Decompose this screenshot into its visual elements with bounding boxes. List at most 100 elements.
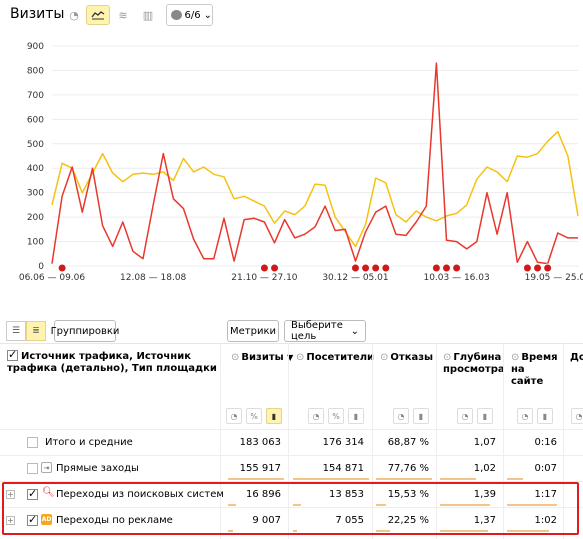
pie-chart-icon[interactable]: ◔ — [457, 408, 473, 424]
series-line-0 — [51, 130, 579, 248]
pie-chart-icon[interactable]: ◔ — [517, 408, 533, 424]
bounce-bar — [376, 530, 390, 532]
annotation-marker — [452, 263, 462, 273]
ad-icon: AD — [41, 514, 52, 525]
col-visits[interactable]: ⊙ Визиты ▼ — [231, 352, 294, 363]
bounce-view-options: ◔ ▮ — [393, 408, 429, 424]
more-view-options: ◔ — [571, 408, 583, 424]
table-row[interactable]: ⇥ Прямые заходы 155 917 154 871 77,76 % … — [0, 455, 583, 481]
visitors-view-options: ◔ % ▮ — [308, 408, 364, 424]
area-chart-icon[interactable]: ≋ — [118, 8, 128, 22]
table-row[interactable]: Итого и средние 183 063 176 314 68,87 % … — [0, 429, 583, 455]
x-tick-label: 12.08 — 18.08 — [120, 273, 187, 283]
cell-visitors: 176 314 — [322, 437, 364, 448]
visits-bar — [228, 530, 233, 532]
column-divider — [288, 343, 289, 539]
sort-desc-icon: ▼ — [287, 353, 294, 362]
time-bar — [507, 530, 549, 532]
pie-chart-icon[interactable]: ◔ — [69, 8, 79, 22]
bounce-bar — [376, 504, 386, 506]
metrics-button[interactable]: Метрики — [227, 320, 279, 342]
annotation-marker — [522, 263, 532, 273]
column-divider — [563, 343, 564, 539]
annotation-marker — [431, 263, 441, 273]
goal-select[interactable]: Выберите цель ⌄ — [284, 320, 366, 342]
row-checkbox[interactable] — [27, 437, 38, 448]
annotation-marker — [57, 263, 67, 273]
row-checkbox[interactable] — [27, 513, 38, 526]
row-checkbox[interactable] — [27, 487, 38, 500]
tree-view-icon[interactable]: ≣ — [26, 321, 46, 341]
bar-chart-icon[interactable]: ▮ — [413, 408, 429, 424]
bar-chart-icon[interactable]: ▮ — [348, 408, 364, 424]
annotation-marker — [350, 263, 360, 273]
y-tick-label: 500 — [27, 140, 44, 150]
row-label: Итого и средние — [45, 437, 133, 448]
dimension-header[interactable]: Источник трафика, Источник трафика (дета… — [7, 351, 217, 374]
groupings-button[interactable]: Группировки — [51, 320, 119, 342]
depth-view-options: ◔ ▮ — [457, 408, 493, 424]
visits-chart: 0 100 200 300 400 500 600 700 800 900 06.06 — 09.0… — [0, 36, 583, 288]
bar-chart-icon[interactable]: ▮ — [477, 408, 493, 424]
cell-bounce: 68,87 % — [387, 437, 429, 448]
pie-chart-icon[interactable]: ◔ — [393, 408, 409, 424]
y-tick-label: 700 — [27, 91, 44, 101]
row-checkbox[interactable] — [27, 463, 38, 474]
depth-bar — [440, 504, 490, 506]
table-header: Источник трафика, Источник трафика (дета… — [0, 343, 583, 429]
y-tick-label: 0 — [38, 262, 44, 272]
cell-visitors: 7 055 — [335, 515, 364, 526]
bar-chart-icon[interactable]: ▮ — [537, 408, 553, 424]
col-depth[interactable]: ⊙ Глубина просмотра — [443, 352, 505, 375]
depth-bar — [440, 478, 476, 480]
cell-visits: 9 007 — [252, 515, 281, 526]
column-divider — [372, 343, 373, 539]
y-tick-label: 400 — [27, 164, 44, 174]
col-bounce[interactable]: ⊙ Отказы — [380, 352, 434, 363]
y-tick-label: 600 — [27, 115, 44, 125]
percent-icon[interactable]: % — [246, 408, 262, 424]
annotation-marker — [371, 263, 381, 273]
pie-chart-icon[interactable]: ◔ — [226, 408, 242, 424]
cell-time: 0:16 — [534, 437, 557, 448]
line-chart-icon[interactable] — [86, 5, 110, 25]
segments-select[interactable]: 6/6 ⌄ — [166, 4, 213, 26]
table-row[interactable]: + 🔍︎ Переходы из поисковых систем 16 896… — [0, 481, 583, 507]
expand-icon[interactable]: + — [6, 515, 15, 525]
cell-bounce: 77,76 % — [387, 463, 429, 474]
annotation-marker — [381, 263, 391, 273]
cell-depth: 1,37 — [473, 515, 496, 526]
annotation-marker — [259, 263, 269, 273]
col-time[interactable]: ⊙ Время на сайте — [511, 352, 558, 387]
col-visitors[interactable]: ⊙ Посетители — [296, 352, 375, 363]
col-more[interactable]: До — [570, 352, 583, 363]
comment-icon — [171, 10, 182, 20]
expand-icon[interactable]: + — [6, 489, 15, 499]
visits-bar — [228, 504, 236, 506]
row-label: Прямые заходы — [56, 463, 139, 474]
cell-time: 0:07 — [534, 463, 557, 474]
pie-chart-icon[interactable]: ◔ — [571, 408, 583, 424]
percent-icon[interactable]: % — [328, 408, 344, 424]
y-tick-label: 300 — [27, 189, 44, 199]
cell-time: 1:02 — [534, 515, 557, 526]
cell-visitors: 13 853 — [329, 489, 364, 500]
chevron-down-icon: ⌄ — [350, 325, 359, 337]
row-label: Переходы из поисковых систем — [56, 489, 224, 500]
cell-visits: 155 917 — [239, 463, 281, 474]
cell-bounce: 15,53 % — [387, 489, 429, 500]
cell-bounce: 22,25 % — [387, 515, 429, 526]
list-view-icon[interactable]: ☰ — [6, 321, 26, 341]
bar-chart-icon[interactable]: ▮ — [266, 408, 282, 424]
y-tick-label: 900 — [27, 42, 44, 52]
help-icon: ⊙ — [231, 352, 240, 363]
bar-chart-icon[interactable]: ▥ — [142, 8, 154, 22]
header-checkbox[interactable] — [7, 348, 18, 361]
table-row[interactable]: + AD Переходы по рекламе 9 007 7 055 22,… — [0, 507, 583, 533]
cell-time: 1:17 — [534, 489, 557, 500]
direct-entry-icon: ⇥ — [41, 462, 52, 473]
x-tick-label: 10.03 — 16.03 — [423, 273, 489, 283]
cell-visitors: 154 871 — [322, 463, 364, 474]
highlight-frame — [2, 482, 579, 535]
pie-chart-icon[interactable]: ◔ — [308, 408, 324, 424]
